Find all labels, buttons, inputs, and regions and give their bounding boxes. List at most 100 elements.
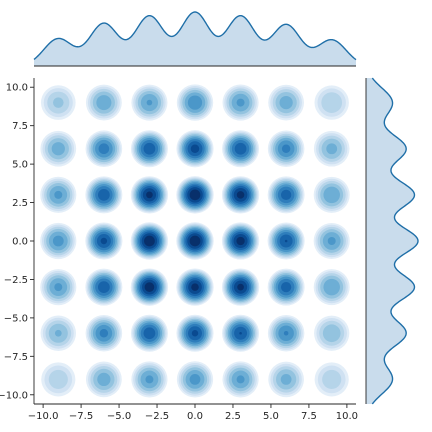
density-blob — [313, 222, 350, 260]
y-axis: −10.0 −7.5 −5.0 −2.5 0.0 2.5 5.0 7.5 10.0 — [0, 83, 34, 401]
density-contour-level — [323, 186, 340, 204]
density-blob — [314, 315, 350, 351]
density-blob — [313, 269, 350, 306]
density-blob — [40, 315, 77, 351]
density-blob — [268, 361, 304, 398]
density-contour-level — [54, 329, 62, 337]
density-blob — [176, 314, 214, 352]
density-contour-level — [97, 281, 110, 294]
y-tick-label: 5.0 — [12, 160, 28, 171]
density-contour-level — [146, 191, 153, 199]
density-contour-level — [191, 330, 199, 337]
density-blob — [130, 176, 169, 214]
density-contour-level — [327, 237, 336, 245]
density-blob — [40, 222, 77, 260]
density-blob — [130, 314, 168, 352]
main-plot: −10.0 −7.5 −5.0 −2.5 0.0 2.5 5.0 7.5 10.0 −10.0−… — [0, 78, 358, 422]
density-contour-level — [280, 373, 292, 385]
density-blob — [313, 176, 350, 213]
density-blob — [130, 222, 169, 260]
y-tick-label: 0.0 — [12, 237, 28, 248]
density-contour-level — [281, 144, 291, 153]
density-contour-level — [322, 324, 341, 343]
x-tick-label: 7.5 — [301, 411, 317, 422]
y-tick-label: −10.0 — [0, 390, 28, 401]
density-contour-level — [189, 235, 201, 247]
density-blob — [221, 176, 260, 214]
density-contour-level — [284, 239, 288, 243]
density-blob — [176, 176, 214, 214]
x-tick-label: −5.0 — [107, 411, 131, 422]
density-contour-level — [234, 142, 247, 155]
density-contour-level — [326, 143, 338, 155]
density-blob — [85, 314, 123, 352]
density-blob — [267, 268, 305, 306]
density-blob — [85, 222, 123, 260]
density-contour-level — [190, 144, 200, 153]
density-contour-level — [189, 189, 201, 201]
density-contour-level — [283, 330, 289, 336]
y-tick-label: 7.5 — [12, 121, 28, 132]
y-tick-label: −2.5 — [4, 275, 28, 286]
density-blob — [221, 222, 260, 260]
marginal-y-plot — [365, 77, 419, 405]
density-contour-level — [143, 327, 156, 340]
y-tick-label: −5.0 — [4, 313, 28, 324]
density-contour-level — [51, 142, 65, 156]
density-contour-level — [236, 191, 245, 199]
density-blob — [40, 130, 77, 167]
density-blob — [267, 222, 305, 260]
density-contour-level — [236, 375, 245, 384]
density-blob — [85, 176, 123, 214]
density-contour-level — [237, 283, 244, 291]
density-blob — [40, 85, 76, 120]
density-contour-level — [187, 95, 203, 110]
density-blob — [222, 84, 259, 121]
x-tick-label: 0.0 — [187, 411, 203, 422]
density-blob — [130, 268, 169, 306]
marginal-y-density-fill — [366, 78, 418, 404]
density-contour-level — [323, 278, 340, 296]
density-contour-level — [54, 283, 63, 292]
y-tick-label: 2.5 — [12, 198, 28, 209]
density-contour-level — [99, 329, 109, 338]
density-blob — [41, 362, 76, 397]
density-blob — [267, 176, 305, 214]
density-blob — [221, 268, 260, 306]
density-contour-level — [280, 281, 292, 293]
density-blob — [313, 130, 350, 167]
density-blob — [40, 176, 77, 213]
x-tick-label: −10.0 — [28, 411, 59, 422]
density-blob — [85, 361, 122, 398]
density-contour-level — [146, 99, 153, 106]
density-blob — [85, 84, 122, 121]
x-tick-label: −2.5 — [145, 411, 169, 422]
density-blob — [130, 130, 168, 168]
density-contour-level — [97, 372, 111, 387]
density-blob — [314, 85, 349, 120]
y-tick-label: −7.5 — [4, 352, 28, 363]
density-blob — [176, 84, 214, 121]
density-blob — [176, 130, 214, 168]
density-contour-level — [143, 142, 156, 155]
density-blob — [222, 130, 260, 168]
density-blob — [222, 314, 260, 352]
marginal-x-plot — [33, 11, 357, 67]
density-contour-level — [322, 369, 342, 389]
density-contour-level — [52, 235, 64, 247]
density-contour-level — [53, 97, 64, 108]
marginal-x-density-line — [33, 11, 357, 61]
density-blob — [131, 361, 168, 398]
marginal-x-density-fill — [34, 12, 356, 66]
marginal-y-density-line — [371, 77, 419, 405]
density-blob — [176, 268, 214, 306]
density-contour-level — [279, 95, 293, 110]
density-contour-level — [54, 190, 63, 199]
density-contour-level — [98, 143, 110, 155]
density-contour-level — [236, 236, 245, 246]
density-blob — [314, 362, 349, 397]
density-contour-level — [321, 92, 343, 113]
density-contour-level — [144, 282, 155, 292]
density-blob — [176, 222, 214, 260]
